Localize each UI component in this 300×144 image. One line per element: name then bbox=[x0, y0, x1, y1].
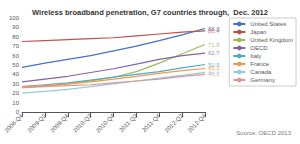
svg-text:Wireless broadband penetration: Wireless broadband penetration, G7 count… bbox=[32, 8, 268, 17]
svg-text:United Kingdom: United Kingdom bbox=[250, 37, 293, 43]
svg-text:2009-Q4: 2009-Q4 bbox=[49, 112, 70, 133]
svg-text:2010-Q4: 2010-Q4 bbox=[95, 112, 116, 133]
svg-text:2008-Q4: 2008-Q4 bbox=[3, 112, 24, 133]
svg-text:Italy: Italy bbox=[250, 53, 261, 59]
svg-text:86.4: 86.4 bbox=[208, 28, 220, 34]
svg-text:Canada: Canada bbox=[250, 69, 272, 75]
svg-text:2011-Q4: 2011-Q4 bbox=[141, 112, 162, 133]
svg-text:50: 50 bbox=[12, 62, 19, 68]
svg-text:70: 70 bbox=[12, 43, 19, 49]
svg-text:Germany: Germany bbox=[250, 77, 275, 83]
svg-text:2012-Q4: 2012-Q4 bbox=[186, 112, 207, 133]
svg-text:60: 60 bbox=[12, 53, 19, 59]
svg-text:10: 10 bbox=[12, 100, 19, 106]
svg-text:Japan: Japan bbox=[250, 29, 266, 35]
svg-text:90: 90 bbox=[12, 24, 19, 30]
svg-text:40: 40 bbox=[12, 71, 19, 77]
svg-text:OECD: OECD bbox=[250, 45, 268, 51]
svg-text:71.8: 71.8 bbox=[208, 42, 220, 48]
svg-text:2010-Q2: 2010-Q2 bbox=[72, 112, 93, 133]
svg-text:80: 80 bbox=[12, 34, 19, 40]
svg-text:62.7: 62.7 bbox=[208, 50, 220, 56]
svg-text:2011-Q2: 2011-Q2 bbox=[118, 112, 139, 133]
svg-text:France: France bbox=[250, 61, 269, 67]
svg-text:30: 30 bbox=[12, 81, 19, 87]
svg-text:Source: OECD 2013: Source: OECD 2013 bbox=[236, 130, 291, 136]
svg-text:20: 20 bbox=[12, 90, 19, 96]
svg-text:2012-Q2: 2012-Q2 bbox=[164, 112, 185, 133]
svg-text:2009-Q2: 2009-Q2 bbox=[26, 112, 47, 133]
svg-text:100: 100 bbox=[9, 15, 20, 21]
svg-text:United States: United States bbox=[250, 21, 286, 27]
svg-text:40.1: 40.1 bbox=[208, 71, 220, 77]
